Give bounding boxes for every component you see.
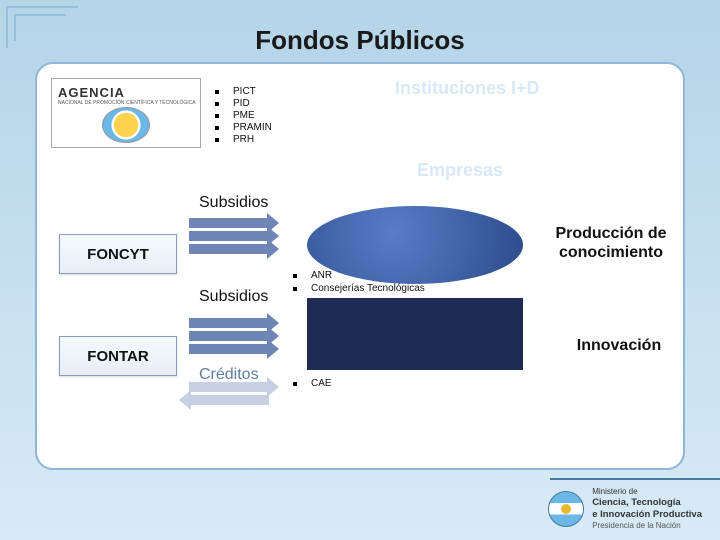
arrow-icon [189, 382, 269, 392]
footer-line: Ciencia, Tecnología [592, 497, 702, 509]
footer-line: Presidencia de la Nación [592, 521, 702, 531]
footer-line: e Innovación Productiva [592, 509, 702, 521]
agencia-name: AGENCIA [58, 85, 196, 100]
list-item: PID [233, 98, 250, 109]
footer-ministry-text: Ministerio de Ciencia, Tecnología e Inno… [592, 487, 702, 531]
fontar-label: FONTAR [87, 348, 148, 365]
arrows-foncyt [189, 216, 289, 252]
subsidios-label-2: Subsidios [199, 288, 268, 306]
list-item: ANR [311, 270, 332, 281]
arrow-icon [189, 331, 269, 341]
sun-emblem-icon [102, 107, 150, 143]
foncyt-box: FONCYT [59, 234, 177, 274]
agencia-subtitle: NACIONAL DE PROMOCIÓN CIENTÍFICA Y TECNO… [58, 100, 196, 106]
list-item: PME [233, 110, 255, 121]
produccion-label: Producción de conocimiento [541, 224, 681, 262]
list-item: CAE [311, 378, 332, 389]
argentina-flag-icon [548, 491, 584, 527]
arrow-icon [189, 318, 269, 328]
programs-anr-list: ANR Consejerías Tecnológicas [293, 270, 425, 296]
footer-rule [550, 478, 720, 480]
slide-title: Fondos Públicos [255, 25, 464, 56]
innovacion-label: Innovación [559, 336, 679, 355]
list-item: PRAMIN [233, 122, 272, 133]
list-item: PICT [233, 86, 256, 97]
subsidios-label-1: Subsidios [199, 194, 268, 212]
arrow-icon [189, 218, 269, 228]
main-panel: AGENCIA NACIONAL DE PROMOCIÓN CIENTÍFICA… [35, 62, 685, 470]
programs-cae-list: CAE [293, 378, 332, 389]
foncyt-label: FONCYT [87, 246, 149, 263]
instituciones-label: Instituciones I+D [395, 78, 540, 99]
arrows-creditos [189, 380, 289, 416]
agencia-logo: AGENCIA NACIONAL DE PROMOCIÓN CIENTÍFICA… [51, 78, 201, 148]
arrow-icon [189, 244, 269, 254]
arrows-fontar [189, 316, 289, 352]
list-item: Consejerías Tecnológicas [311, 283, 425, 294]
footer-line: Ministerio de [592, 487, 702, 497]
footer: Ministerio de Ciencia, Tecnología e Inno… [420, 478, 720, 540]
arrow-icon [189, 231, 269, 241]
programs-pict-list: PICT PID PME PRAMIN PRH [215, 86, 272, 146]
empresas-label: Empresas [417, 160, 503, 181]
fontar-box: FONTAR [59, 336, 177, 376]
innovation-rect [307, 298, 523, 370]
arrow-icon [189, 395, 269, 405]
arrow-icon [189, 344, 269, 354]
list-item: PRH [233, 134, 254, 145]
header: Fondos Públicos [35, 10, 685, 70]
